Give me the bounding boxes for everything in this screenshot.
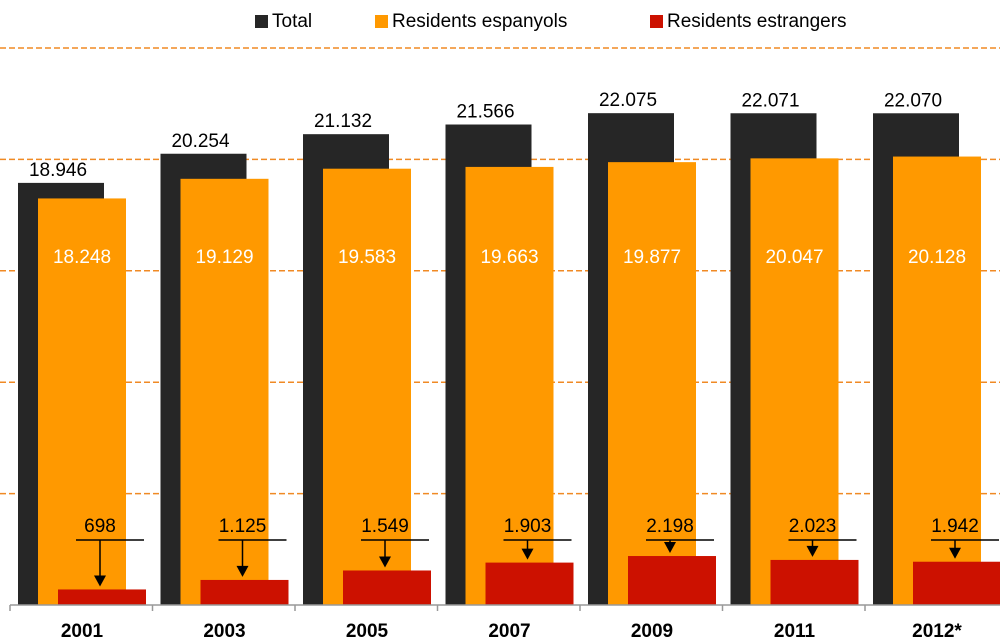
value-label: 1.942 [931, 516, 979, 537]
value-label: 2.023 [789, 516, 837, 537]
bar [770, 559, 859, 605]
arrow-head [949, 547, 961, 559]
value-label: 22.075 [599, 90, 657, 111]
legend-swatch [650, 15, 663, 28]
bar [893, 156, 981, 605]
x-tick-label: 2007 [488, 621, 530, 642]
bar [913, 561, 1000, 605]
arrow-head [94, 575, 106, 587]
bar [38, 198, 126, 605]
value-label: 698 [84, 516, 116, 537]
value-label: 20.047 [765, 247, 823, 268]
bar [485, 562, 574, 605]
value-label: 22.070 [884, 90, 942, 111]
legend-label: Residents espanyols [392, 11, 567, 32]
value-label: 19.129 [195, 247, 253, 268]
x-tick-label: 2011 [774, 621, 816, 642]
legend-swatch [255, 15, 268, 28]
value-label: 2.198 [646, 516, 694, 537]
bar [200, 579, 289, 605]
bar [343, 570, 431, 605]
x-tick-label: 2012* [912, 621, 962, 642]
x-tick-label: 2003 [203, 621, 245, 642]
arrow-head [379, 556, 391, 568]
legend-label: Total [272, 11, 312, 32]
value-label: 19.663 [480, 247, 538, 268]
value-label: 1.549 [361, 516, 409, 537]
value-label: 1.903 [504, 516, 552, 537]
arrow-head [664, 542, 676, 554]
value-label: 20.254 [171, 131, 230, 152]
value-label: 22.071 [741, 90, 799, 111]
value-label: 21.132 [314, 111, 372, 132]
bar [750, 158, 839, 605]
x-tick-label: 2001 [61, 621, 104, 642]
arrow-head [236, 565, 249, 577]
value-label: 21.566 [456, 102, 514, 123]
arrow-head [806, 545, 819, 557]
value-label: 20.128 [908, 247, 966, 268]
x-tick-label: 2009 [631, 621, 673, 642]
bar [608, 162, 696, 605]
value-label: 18.248 [53, 247, 111, 268]
bar [628, 556, 716, 605]
bar [323, 168, 411, 605]
legend-swatch [375, 15, 388, 28]
legend-label: Residents estrangers [667, 11, 847, 32]
value-label: 18.946 [29, 160, 87, 181]
value-label: 1.125 [219, 516, 267, 537]
bar [465, 166, 554, 605]
bar [180, 178, 269, 605]
x-tick-label: 2005 [346, 621, 389, 642]
value-label: 19.583 [338, 247, 396, 268]
bar [58, 589, 146, 605]
value-label: 19.877 [623, 247, 681, 268]
arrow-head [521, 548, 534, 560]
